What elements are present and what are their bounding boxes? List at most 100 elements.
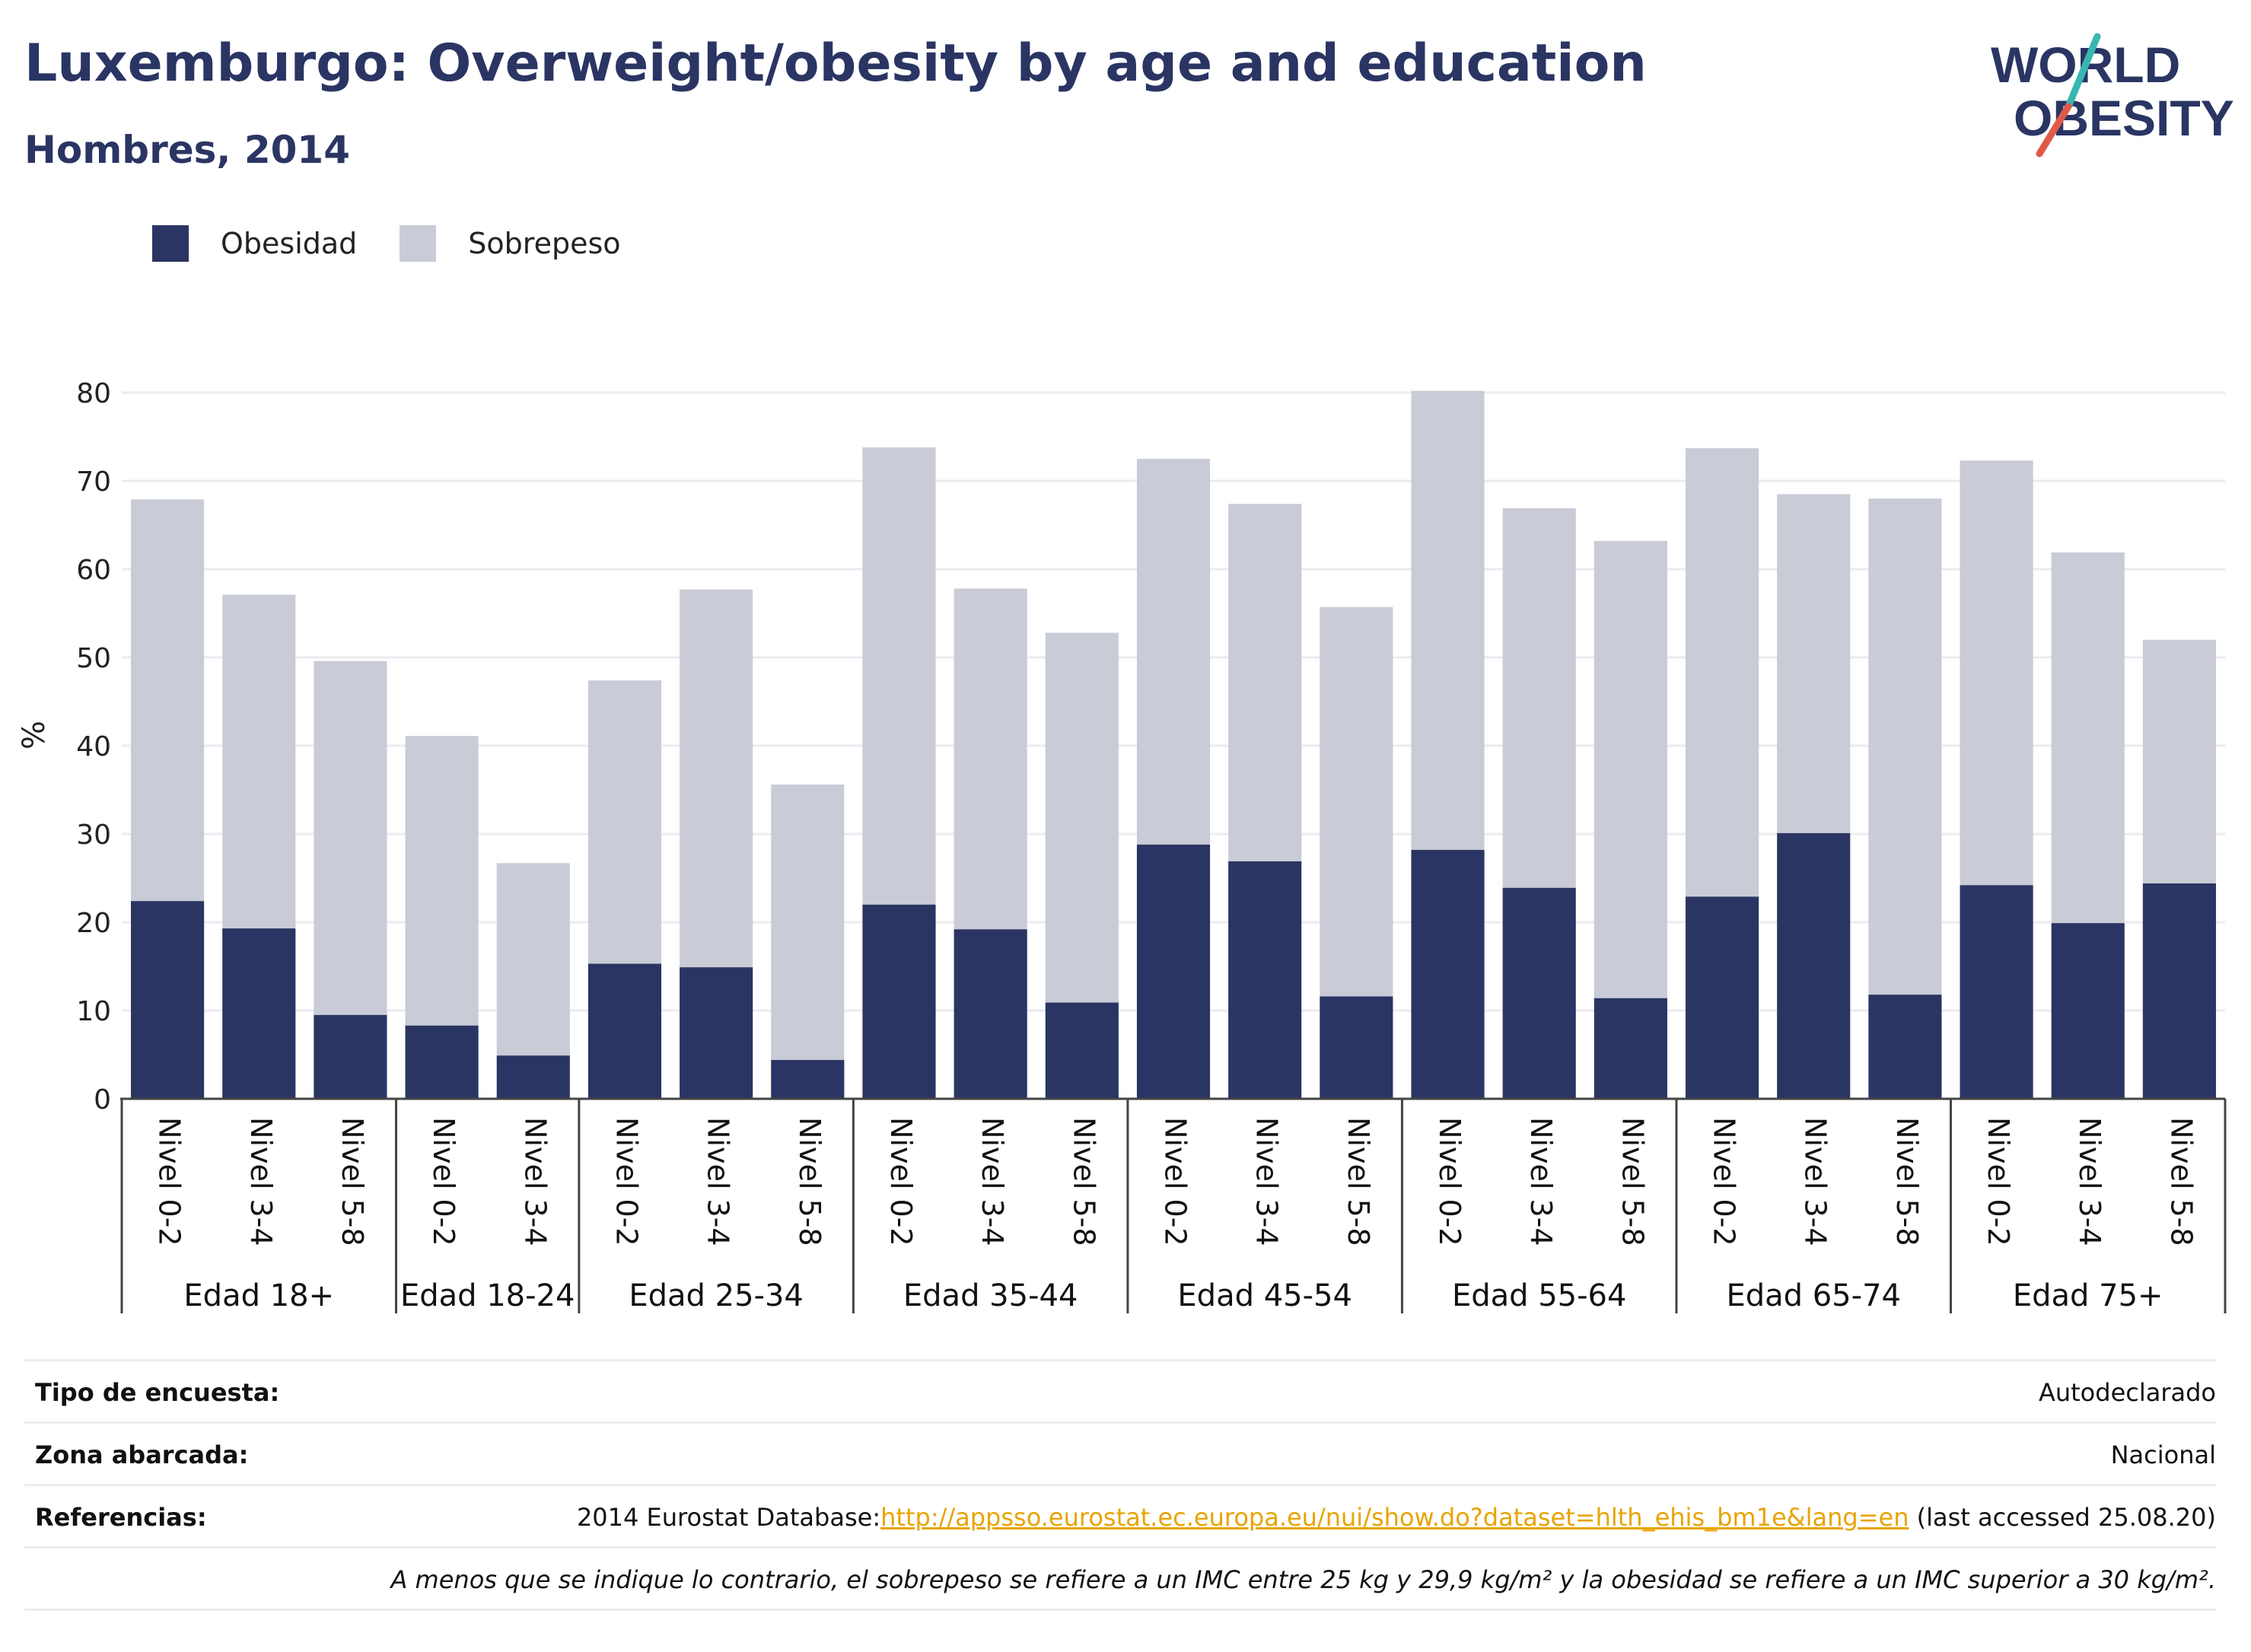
references-value: 2014 Eurostat Database:http://appsso.eur…: [577, 1503, 2216, 1532]
world-obesity-logo: WORLD OBESITY: [1991, 33, 2234, 158]
bar-overweight: [2142, 639, 2216, 883]
x-category-label: Nivel 0-2: [427, 1117, 460, 1246]
x-category-label: Nivel 3-4: [1799, 1117, 1832, 1246]
chart-subtitle: Hombres, 2014: [24, 128, 350, 172]
x-category-label: Nivel 0-2: [153, 1117, 186, 1246]
x-category-label: Nivel 5-8: [793, 1117, 826, 1246]
y-tick-label: 60: [76, 555, 111, 586]
x-category-label: Nivel 0-2: [610, 1117, 643, 1246]
x-category-label: Nivel 0-2: [1708, 1117, 1741, 1246]
y-axis-title: %: [17, 721, 52, 750]
bar-obesity: [1136, 844, 1211, 1099]
bar-obesity: [1685, 896, 1759, 1099]
bar-obesity: [1502, 887, 1576, 1099]
y-tick-label: 30: [76, 820, 111, 851]
bar-overweight: [1594, 540, 1667, 998]
legend-swatch-overweight: [400, 225, 437, 262]
bar-obesity: [587, 963, 662, 1099]
bar-overweight: [1228, 504, 1302, 861]
x-category-label: Nivel 0-2: [1433, 1117, 1466, 1246]
group-label: Edad 65-74: [1726, 1278, 1901, 1313]
bar-overweight: [1868, 498, 1942, 995]
bar-overweight: [1502, 508, 1576, 888]
legend: Obesidad Sobrepeso: [152, 225, 664, 262]
group-label: Edad 25-34: [629, 1278, 804, 1313]
bar-overweight: [1960, 460, 2033, 886]
x-category-label: Nivel 5-8: [1890, 1117, 1924, 1246]
bar-overweight: [131, 499, 205, 902]
bar-obesity: [1411, 849, 1485, 1099]
bar-obesity: [314, 1014, 387, 1099]
x-category-label: Nivel 5-8: [1067, 1117, 1100, 1246]
bar-obesity: [1320, 996, 1393, 1099]
bar-obesity: [1868, 995, 1942, 1099]
bar-overweight: [771, 785, 845, 1060]
y-tick-label: 10: [76, 996, 111, 1027]
bar-overweight: [222, 594, 296, 929]
bar-obesity: [862, 904, 936, 1099]
x-category-label: Nivel 5-8: [336, 1117, 369, 1246]
y-tick-label: 80: [76, 378, 111, 409]
x-category-label: Nivel 3-4: [1524, 1117, 1558, 1246]
area-value: Nacional: [2110, 1440, 2216, 1469]
area-label: Zona abarcada:: [35, 1440, 249, 1469]
bar-overweight: [954, 588, 1027, 930]
x-category-label: Nivel 0-2: [1159, 1117, 1192, 1246]
bar-overweight: [1685, 448, 1759, 897]
y-tick-label: 40: [76, 731, 111, 762]
group-label: Edad 45-54: [1177, 1278, 1352, 1313]
logo-slash-red: [2036, 103, 2072, 158]
bar-overweight: [1136, 459, 1211, 845]
legend-item-overweight: Sobrepeso: [400, 225, 621, 262]
bar-obesity: [1960, 885, 2033, 1099]
references-link[interactable]: http://appsso.eurostat.ec.europa.eu/nui/…: [880, 1503, 1909, 1532]
references-label: Referencias:: [35, 1503, 207, 1532]
x-category-label: Nivel 3-4: [702, 1117, 735, 1246]
group-label: Edad 55-64: [1452, 1278, 1627, 1313]
x-category-label: Nivel 5-8: [1616, 1117, 1649, 1246]
bar-obesity: [2142, 883, 2216, 1099]
references-prefix: 2014 Eurostat Database:: [576, 1503, 881, 1532]
x-category-label: Nivel 3-4: [2073, 1117, 2106, 1246]
bar-obesity: [771, 1059, 845, 1099]
legend-label-overweight: Sobrepeso: [468, 227, 621, 260]
bar-chart: 0 10 20 30 40 50 60 70 80% Nivel 0-2 Nivel 3-4 Nive…: [17, 378, 2227, 1313]
bar-obesity: [954, 929, 1027, 1099]
bar-overweight: [1045, 632, 1119, 1003]
bar-overweight: [1411, 390, 1485, 850]
bar-overweight: [405, 736, 479, 1026]
y-tick-label: 50: [76, 643, 111, 674]
bar-obesity: [222, 928, 296, 1099]
bar-obesity: [1228, 861, 1302, 1099]
bar-overweight: [496, 863, 570, 1056]
info-row-references: Referencias: 2014 Eurostat Database:http…: [24, 1484, 2216, 1549]
group-label: Edad 18-24: [400, 1278, 575, 1313]
x-category-label: Nivel 3-4: [1250, 1117, 1284, 1246]
survey-type-label: Tipo de encuesta:: [35, 1378, 280, 1407]
x-category-label: Nivel 5-8: [1342, 1117, 1375, 1246]
info-row-survey: Tipo de encuesta: Autodeclarado: [24, 1359, 2216, 1424]
references-suffix: (last accessed 25.08.20): [1909, 1503, 2216, 1532]
survey-type-value: Autodeclarado: [2038, 1378, 2216, 1407]
definition-note: A menos que se indique lo contrario, el …: [390, 1565, 2216, 1594]
bar-obesity: [496, 1055, 570, 1099]
x-category-label: Nivel 3-4: [244, 1117, 278, 1246]
info-row-note: A menos que se indique lo contrario, el …: [24, 1546, 2216, 1611]
bar-overweight: [2051, 552, 2125, 924]
legend-swatch-obesity: [152, 225, 189, 262]
bar-overweight: [587, 680, 662, 964]
bar-overweight: [314, 660, 387, 1015]
x-category-label: Nivel 5-8: [2164, 1117, 2198, 1246]
group-label: Edad 35-44: [903, 1278, 1078, 1313]
x-category-label: Nivel 0-2: [1982, 1117, 2015, 1246]
info-bottom-rule: [24, 1609, 2216, 1611]
legend-item-obesity: Obesidad: [152, 225, 357, 262]
bar-overweight: [680, 589, 753, 968]
bar-obesity: [1594, 998, 1667, 1099]
y-tick-label: 20: [76, 908, 111, 939]
x-category-label: Nivel 3-4: [976, 1117, 1009, 1246]
bar-obesity: [405, 1025, 479, 1099]
bar-overweight: [1320, 606, 1393, 997]
y-tick-label: 70: [76, 466, 111, 498]
bar-obesity: [680, 967, 753, 1099]
